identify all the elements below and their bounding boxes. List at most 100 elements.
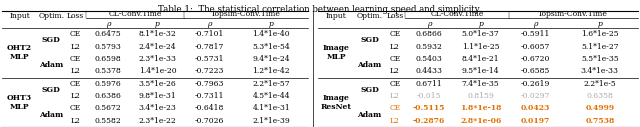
Text: 3.4*1e-23: 3.4*1e-23	[139, 104, 177, 112]
Text: ρ: ρ	[106, 20, 111, 28]
Text: 1.1*1e-25: 1.1*1e-25	[462, 43, 500, 51]
Text: 2.2*1e-57: 2.2*1e-57	[253, 80, 291, 88]
Text: -0.7817: -0.7817	[195, 43, 224, 51]
Text: 0.0197: 0.0197	[520, 117, 550, 125]
Text: 0.6598: 0.6598	[95, 55, 122, 63]
Text: 0.5582: 0.5582	[95, 117, 122, 125]
Text: Table 1:  The statistical correlation between learning speed and simplicity.: Table 1: The statistical correlation bet…	[158, 5, 482, 14]
Text: Loss: Loss	[387, 12, 404, 20]
Text: 1.4*1e-20: 1.4*1e-20	[139, 67, 177, 75]
Text: -0.6057: -0.6057	[520, 43, 550, 51]
Text: L2: L2	[390, 43, 400, 51]
Text: SGD: SGD	[360, 86, 379, 94]
Text: Input: Input	[326, 12, 347, 20]
Text: 2.1*1e-39: 2.1*1e-39	[253, 117, 291, 125]
Text: -0.015: -0.015	[417, 92, 442, 100]
Text: Image
MLP: Image MLP	[323, 44, 350, 61]
Text: CE: CE	[389, 104, 401, 112]
Text: 0.6386: 0.6386	[95, 92, 122, 100]
Text: Optim.: Optim.	[356, 12, 383, 20]
Text: -0.7026: -0.7026	[195, 117, 224, 125]
Text: OHT2
MLP: OHT2 MLP	[7, 44, 32, 61]
Text: 1.2*1e-42: 1.2*1e-42	[253, 67, 291, 75]
Text: 0.7538: 0.7538	[585, 117, 614, 125]
Text: L2: L2	[390, 92, 400, 100]
Text: L2: L2	[70, 43, 81, 51]
Text: 0.5403: 0.5403	[415, 55, 442, 63]
Text: L2: L2	[70, 92, 81, 100]
Text: SGD: SGD	[42, 86, 61, 94]
Text: Adam: Adam	[358, 111, 382, 119]
Text: -0.6585: -0.6585	[520, 67, 550, 75]
Text: ρ: ρ	[207, 20, 212, 28]
Text: CL-Conv.Time: CL-Conv.Time	[108, 10, 162, 18]
Text: 0.5976: 0.5976	[95, 80, 122, 88]
Text: 0.5932: 0.5932	[415, 43, 442, 51]
Text: 0.6358: 0.6358	[586, 92, 613, 100]
Text: 0.4433: 0.4433	[415, 67, 442, 75]
Text: 8.4*1e-21: 8.4*1e-21	[462, 55, 500, 63]
Text: p: p	[269, 20, 274, 28]
Text: SGD: SGD	[42, 36, 61, 44]
Text: ρ: ρ	[427, 20, 431, 28]
Text: 0.6711: 0.6711	[415, 80, 442, 88]
Text: 2.3*1e-33: 2.3*1e-33	[139, 55, 177, 63]
Text: 0.5378: 0.5378	[95, 67, 122, 75]
Text: 3.4*1e-33: 3.4*1e-33	[580, 67, 619, 75]
Text: CL-Conv.Time: CL-Conv.Time	[430, 10, 484, 18]
Text: 9.5*1e-14: 9.5*1e-14	[462, 67, 500, 75]
Text: CE: CE	[389, 30, 401, 38]
Text: CE: CE	[70, 80, 81, 88]
Text: 5.0*1e-37: 5.0*1e-37	[462, 30, 500, 38]
Text: -0.7963: -0.7963	[195, 80, 225, 88]
Text: L2: L2	[390, 117, 400, 125]
Text: CE: CE	[70, 30, 81, 38]
Text: 5.5*1e-35: 5.5*1e-35	[581, 55, 619, 63]
Text: 1.8*1e-18: 1.8*1e-18	[460, 104, 501, 112]
Text: 7.4*1e-35: 7.4*1e-35	[462, 80, 500, 88]
Text: 0.4999: 0.4999	[585, 104, 614, 112]
Text: -0.2876: -0.2876	[413, 117, 445, 125]
Text: p: p	[597, 20, 602, 28]
Text: -0.7223: -0.7223	[195, 67, 225, 75]
Text: p: p	[478, 20, 483, 28]
Text: 2.4*1e-24: 2.4*1e-24	[139, 43, 177, 51]
Text: 2.3*1e-22: 2.3*1e-22	[139, 117, 177, 125]
Text: L2: L2	[70, 67, 81, 75]
Text: Adam: Adam	[39, 61, 63, 69]
Text: 9.8*1e-31: 9.8*1e-31	[139, 92, 177, 100]
Text: -0.0297: -0.0297	[520, 92, 550, 100]
Text: L2: L2	[390, 67, 400, 75]
Text: 2.2*1e-5: 2.2*1e-5	[584, 80, 616, 88]
Text: 0.5672: 0.5672	[95, 104, 122, 112]
Text: SGD: SGD	[360, 36, 379, 44]
Text: 0.5793: 0.5793	[95, 43, 122, 51]
Text: CE: CE	[389, 80, 401, 88]
Text: CE: CE	[70, 55, 81, 63]
Text: Topsim-Conv.Time: Topsim-Conv.Time	[211, 10, 281, 18]
Text: Image
ResNet: Image ResNet	[321, 94, 352, 111]
Text: CE: CE	[70, 104, 81, 112]
Text: p: p	[155, 20, 160, 28]
Text: -0.5911: -0.5911	[520, 30, 550, 38]
Text: 2.8*1e-06: 2.8*1e-06	[460, 117, 501, 125]
Text: Loss: Loss	[67, 12, 84, 20]
Text: Adam: Adam	[39, 111, 63, 119]
Text: 5.3*1e-54: 5.3*1e-54	[253, 43, 291, 51]
Text: -0.7101: -0.7101	[195, 30, 224, 38]
Text: -0.6720: -0.6720	[520, 55, 550, 63]
Text: Adam: Adam	[358, 61, 382, 69]
Text: CE: CE	[389, 55, 401, 63]
Text: 1.6*1e-25: 1.6*1e-25	[581, 30, 619, 38]
Text: -0.6418: -0.6418	[195, 104, 224, 112]
Text: 4.1*1e-31: 4.1*1e-31	[253, 104, 291, 112]
Text: -0.2619: -0.2619	[520, 80, 550, 88]
Text: 0.8159: 0.8159	[467, 92, 494, 100]
Text: 1.4*1e-40: 1.4*1e-40	[253, 30, 291, 38]
Text: 4.5*1e-44: 4.5*1e-44	[253, 92, 291, 100]
Text: OHT3
MLP: OHT3 MLP	[7, 94, 32, 111]
Text: 5.1*1e-27: 5.1*1e-27	[581, 43, 619, 51]
Text: Topsim-Conv.Time: Topsim-Conv.Time	[538, 10, 608, 18]
Text: -0.5115: -0.5115	[413, 104, 445, 112]
Text: Optim.: Optim.	[38, 12, 65, 20]
